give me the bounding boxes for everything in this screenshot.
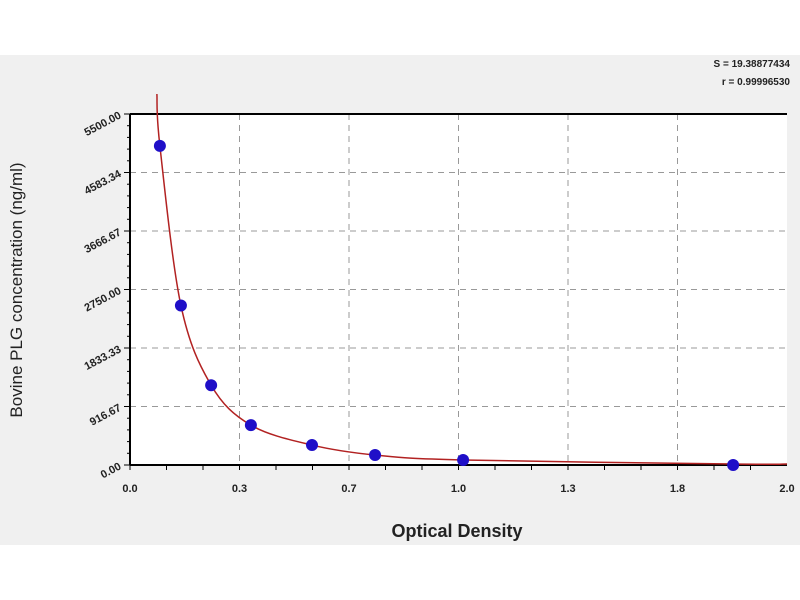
y-tick-label: 2750.00	[83, 285, 124, 314]
y-tick-label: 916.67	[88, 402, 123, 428]
y-tick-label: 4583.34	[83, 168, 125, 198]
x-tick-label: 0.7	[341, 483, 356, 495]
x-axis-label: Optical Density	[391, 521, 522, 541]
x-tick-label: 1.8	[670, 483, 685, 495]
data-point	[244, 419, 257, 432]
fit-curve	[156, 93, 788, 466]
data-point	[305, 439, 318, 452]
x-tick-label: 2.0	[779, 483, 794, 495]
x-tick-label: 1.3	[560, 483, 575, 495]
y-tick-label: 3666.67	[83, 227, 124, 256]
y-tick-label: 5500.00	[83, 110, 124, 139]
x-tick-label: 0.3	[232, 483, 247, 495]
fit-r-value: r = 0.99996530	[722, 77, 791, 88]
fit-s-value: S = 19.38877434	[714, 59, 791, 70]
y-tick-label: 1833.33	[83, 344, 124, 373]
y-tick-label: 0.00	[99, 461, 124, 482]
data-point	[153, 139, 166, 152]
data-point	[727, 459, 740, 471]
x-tick-label: 1.0	[451, 483, 466, 495]
data-point	[457, 454, 470, 467]
data-point	[205, 379, 218, 392]
data-point	[369, 449, 382, 462]
y-axis-label: Bovine PLG concentration (ng/ml)	[7, 162, 26, 417]
data-point	[174, 299, 187, 312]
x-tick-label: 0.0	[122, 483, 137, 495]
